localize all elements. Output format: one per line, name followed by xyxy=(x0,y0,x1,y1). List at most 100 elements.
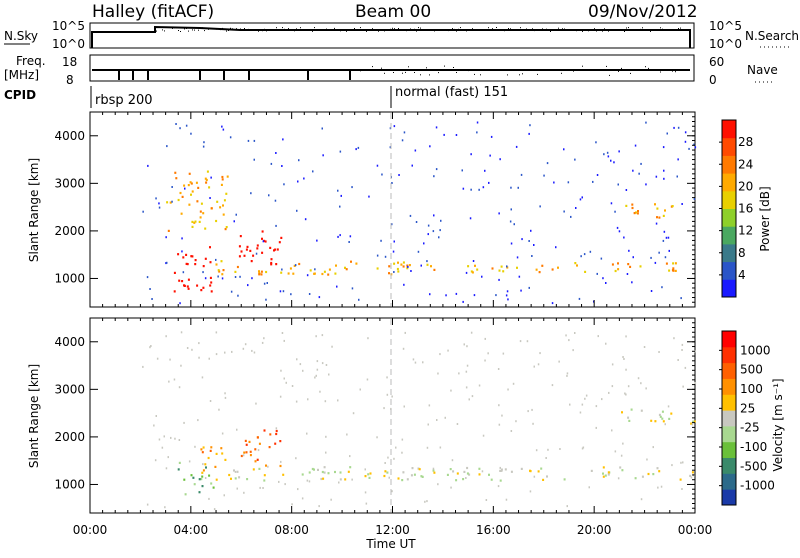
nsearch-point xyxy=(456,30,457,32)
echo-cell xyxy=(481,275,483,278)
echo-cell xyxy=(190,474,193,477)
echo-cell xyxy=(681,343,684,346)
nsearch-point xyxy=(218,28,219,30)
echo-cell xyxy=(656,216,658,219)
echo-cell xyxy=(243,451,246,454)
echo-cell xyxy=(617,262,619,265)
echo-cell xyxy=(263,337,265,340)
nsearch-point xyxy=(216,28,217,30)
echo-cell xyxy=(417,467,420,470)
echo-cell xyxy=(461,169,463,172)
echo-cell xyxy=(198,220,201,223)
echo-cell xyxy=(215,263,218,266)
echo-cell xyxy=(655,222,658,225)
echo-cell xyxy=(165,335,167,338)
echo-cell xyxy=(489,154,491,157)
velocity-echoes xyxy=(142,331,697,511)
colorbar-swatch xyxy=(722,346,736,364)
nsearch-point xyxy=(496,27,497,28)
echo-cell xyxy=(467,265,470,268)
echo-cell xyxy=(349,466,352,469)
ytick-label: 1000 xyxy=(54,271,85,285)
echo-cell xyxy=(403,405,405,408)
nsearch-point xyxy=(526,28,527,30)
echo-cell xyxy=(428,404,431,407)
echo-cell xyxy=(255,252,258,255)
echo-cell xyxy=(283,339,285,342)
echo-cell xyxy=(317,468,319,471)
time-axis-label: Time UT xyxy=(365,537,416,551)
echo-cell xyxy=(187,184,190,187)
power-axis-ticks: 1000 2000 3000 4000 xyxy=(54,112,696,307)
echo-cell xyxy=(403,283,405,286)
echo-cell xyxy=(597,335,599,338)
colorbar-swatch xyxy=(722,261,736,280)
xtick-label: 12:00 xyxy=(375,523,410,537)
echo-cell xyxy=(579,411,582,414)
echo-cell xyxy=(173,378,176,381)
echo-cell xyxy=(296,209,298,212)
ytick-label: 4000 xyxy=(54,335,85,349)
echo-cell xyxy=(575,207,577,209)
echo-cell xyxy=(181,195,184,198)
echo-cell xyxy=(628,249,630,252)
power-panel: 1000 2000 3000 4000 Slant Range [km] xyxy=(27,111,697,308)
echo-cell xyxy=(604,474,607,477)
echo-cell xyxy=(181,237,183,240)
echo-cell xyxy=(671,205,674,208)
echo-cell xyxy=(694,382,697,385)
nave-point xyxy=(675,71,676,73)
echo-cell xyxy=(533,475,536,478)
echo-cell xyxy=(158,202,160,205)
nsearch-point xyxy=(666,29,667,31)
echo-cell xyxy=(520,467,523,470)
echo-cell xyxy=(209,449,212,452)
echo-cell xyxy=(221,277,224,280)
echo-cell xyxy=(261,230,264,233)
freq-dropouts xyxy=(118,65,676,80)
echo-cell xyxy=(505,294,508,297)
echo-cell xyxy=(402,261,405,264)
echo-cell xyxy=(165,467,168,470)
echo-cell xyxy=(201,451,204,454)
echo-cell xyxy=(490,135,493,138)
echo-cell xyxy=(426,263,429,266)
echo-cell xyxy=(510,470,513,473)
nsearch-point xyxy=(670,29,671,31)
echo-cell xyxy=(398,174,400,176)
echo-cell xyxy=(531,408,533,411)
echo-cell xyxy=(629,265,632,268)
echo-cell xyxy=(473,294,476,297)
echo-cell xyxy=(563,478,566,481)
echo-cell xyxy=(690,422,693,425)
echo-cell xyxy=(478,188,480,191)
echo-cell xyxy=(507,298,509,301)
echo-cell xyxy=(465,271,468,274)
colorbar-swatch xyxy=(722,410,736,427)
nave-point xyxy=(438,72,439,74)
nsearch-tick-high: 10^5 xyxy=(709,19,742,33)
echo-cell xyxy=(269,246,272,249)
echo-cell xyxy=(182,256,185,259)
echo-cell xyxy=(535,449,538,452)
echo-cell xyxy=(601,398,603,401)
echo-cell xyxy=(611,385,614,388)
echo-cell xyxy=(202,469,205,472)
echo-cell xyxy=(337,235,339,238)
echo-cell xyxy=(167,229,170,232)
velocity-colorbar: 1000 500 100 25 -25 -100 -500 -1000 xyxy=(719,330,775,506)
echo-cell xyxy=(391,490,393,493)
colorbar-swatch xyxy=(722,279,736,298)
echo-cell xyxy=(364,491,367,494)
echo-cell xyxy=(450,389,452,392)
nsearch-point xyxy=(326,28,327,30)
echo-cell xyxy=(261,341,264,344)
echo-cell xyxy=(658,216,661,219)
echo-cell xyxy=(499,469,502,472)
echo-cell xyxy=(607,471,610,474)
nsearch-point xyxy=(626,27,627,29)
echo-cell xyxy=(510,242,513,245)
nsearch-point xyxy=(204,30,205,32)
echo-cell xyxy=(267,465,269,468)
echo-cell xyxy=(192,476,195,479)
